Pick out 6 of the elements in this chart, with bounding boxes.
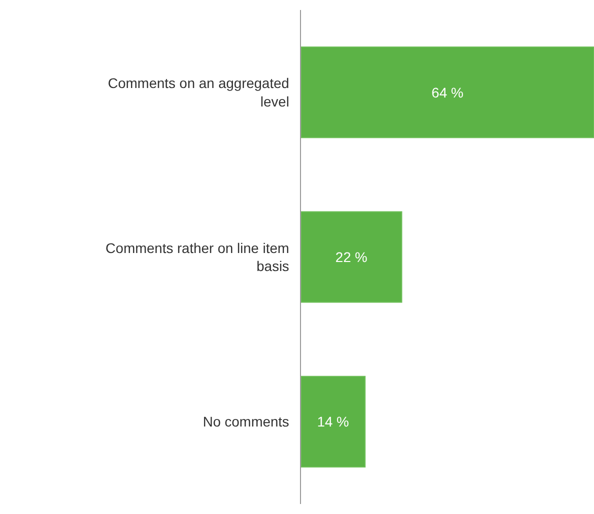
y-tick-label: No comments (202, 414, 290, 430)
data-label: 64 % (432, 84, 464, 100)
y-tick-label: Comments on an aggregated level (108, 75, 290, 110)
data-label: 14 % (317, 414, 350, 430)
y-tick-label: Comments rather on line item basis (106, 240, 290, 274)
data-label: 22 % (335, 249, 368, 265)
